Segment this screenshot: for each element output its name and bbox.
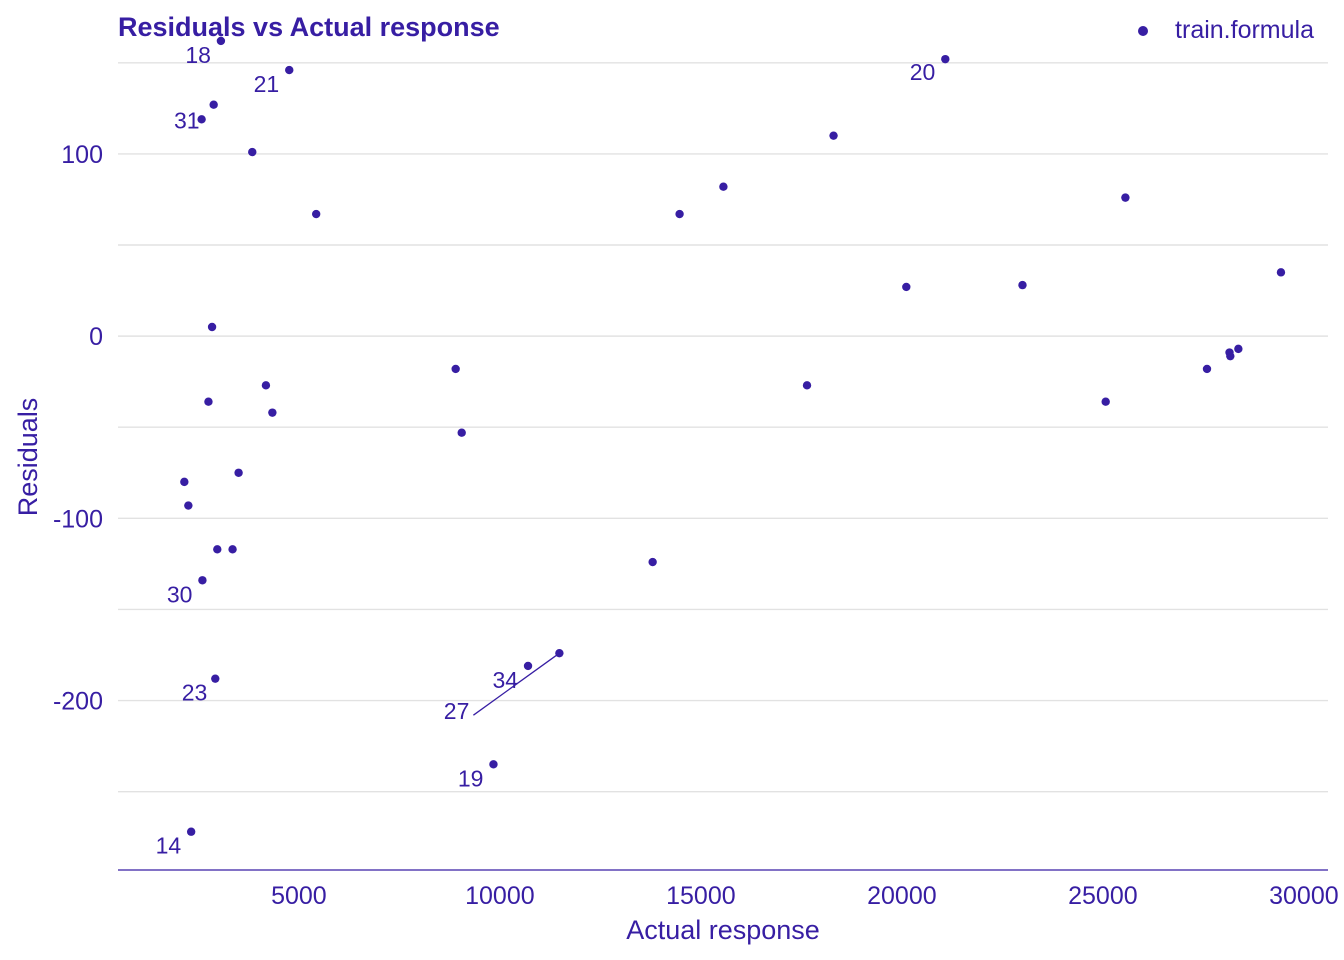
- point-label: 31: [174, 107, 200, 133]
- y-axis-title: Residuals: [13, 398, 43, 517]
- data-point: [555, 648, 564, 658]
- point-label: 34: [492, 667, 518, 693]
- data-point: [1226, 351, 1235, 361]
- y-tick-labels: 100 0 -100 -200: [53, 141, 103, 716]
- data-point: [268, 408, 277, 417]
- data-point: [234, 468, 243, 477]
- data-point: [451, 364, 460, 374]
- point-label: 20: [910, 59, 936, 85]
- data-point: [1018, 280, 1027, 290]
- legend-label-train-formula: train.formula: [1175, 16, 1314, 44]
- label-connectors: [473, 652, 560, 716]
- data-point: [802, 381, 812, 390]
- x-tick-label: 5000: [271, 882, 327, 910]
- data-point: [228, 545, 237, 554]
- data-point: [197, 115, 206, 124]
- data-point: [675, 209, 684, 219]
- point-labels: 18 21 31 30 23 14 19 34 27 20: [156, 42, 936, 859]
- y-tick-label: 100: [61, 141, 103, 169]
- grid-lines: [118, 62, 1328, 793]
- label-connector: [473, 652, 560, 716]
- data-point: [211, 674, 220, 683]
- data-point: [489, 760, 498, 769]
- data-point: [184, 501, 193, 510]
- data-point: [180, 477, 189, 487]
- data-point: [457, 428, 466, 437]
- point-label: 18: [185, 42, 211, 68]
- data-point: [1276, 268, 1286, 277]
- data-point: [207, 322, 217, 332]
- data-point: [186, 827, 196, 836]
- x-tick-label: 25000: [1068, 882, 1138, 910]
- data-point: [261, 381, 271, 390]
- data-point: [213, 545, 222, 554]
- x-tick-label: 15000: [666, 882, 736, 910]
- data-point: [1234, 344, 1243, 354]
- data-points: [180, 36, 1286, 836]
- data-point: [648, 557, 657, 567]
- data-point: [311, 209, 321, 219]
- data-point: [1101, 397, 1110, 406]
- point-label: 21: [254, 71, 280, 97]
- y-tick-label: -200: [53, 688, 103, 716]
- data-point: [209, 100, 218, 109]
- data-point: [198, 576, 207, 585]
- data-point: [285, 65, 294, 75]
- data-point: [216, 36, 226, 46]
- data-point: [829, 131, 838, 140]
- data-point: [204, 397, 213, 406]
- data-point: [1202, 364, 1212, 374]
- x-tick-labels: 5000 10000 15000 20000 25000 30000: [271, 882, 1339, 910]
- data-point: [719, 182, 728, 191]
- y-tick-label: 0: [89, 323, 103, 351]
- point-label: 30: [167, 581, 193, 607]
- x-tick-label: 30000: [1269, 882, 1339, 910]
- point-label: 23: [182, 680, 208, 706]
- point-label: 14: [156, 833, 182, 859]
- x-tick-label: 10000: [465, 882, 535, 910]
- data-point: [902, 282, 911, 292]
- data-point: [1121, 193, 1130, 202]
- x-axis-title: Actual response: [626, 915, 820, 945]
- data-point: [941, 54, 950, 64]
- point-label: 19: [458, 765, 484, 791]
- x-tick-label: 20000: [867, 882, 937, 910]
- y-tick-label: -100: [53, 505, 103, 533]
- legend-marker-train-formula: [1138, 25, 1149, 36]
- legend: train.formula: [1138, 16, 1314, 45]
- point-label: 27: [444, 698, 470, 724]
- data-point: [523, 661, 533, 671]
- chart-title: Residuals vs Actual response: [118, 12, 500, 42]
- data-point: [248, 147, 257, 157]
